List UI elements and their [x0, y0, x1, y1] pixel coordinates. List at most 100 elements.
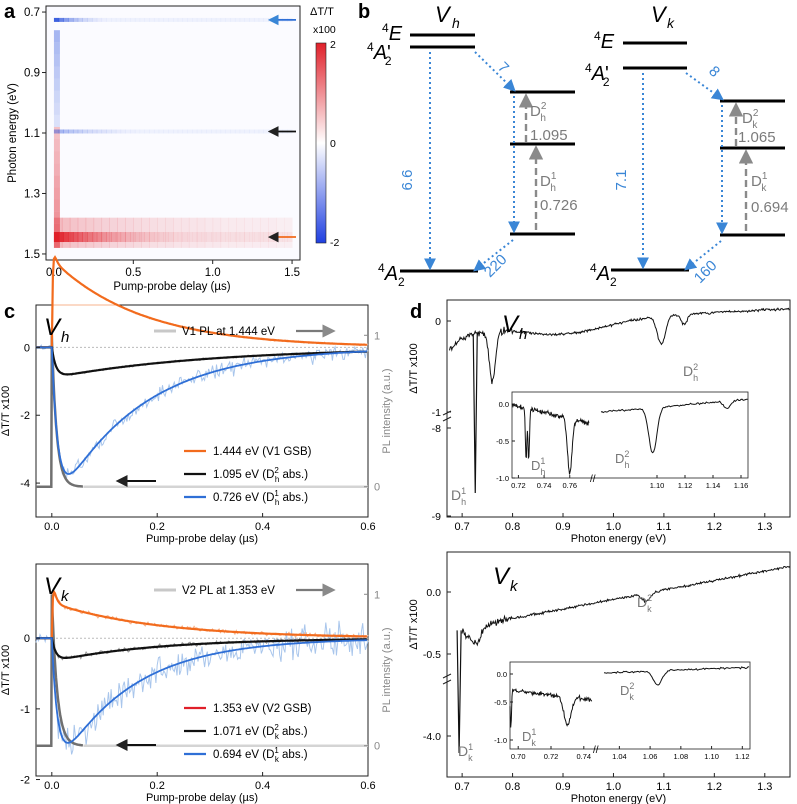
heatmap-edge-cell [53, 139, 60, 152]
heatmap-edge-cell [53, 90, 60, 103]
plot-title: V [44, 573, 62, 600]
heatmap-band-cell [173, 129, 179, 134]
heatmap-red-region [236, 217, 245, 248]
heatmap-red-region [157, 217, 166, 248]
series-raw-0 [35, 590, 369, 640]
legend-label-2: 0.726 eV (D1 h abs.) [213, 489, 308, 507]
heatmap-frame [45, 5, 301, 261]
vk-title-sub: k [667, 15, 675, 31]
heatmap-band-cell [182, 232, 188, 243]
heatmap-red-region [117, 217, 126, 248]
heatmap-red-region [125, 217, 134, 248]
heatmap-red-region [149, 217, 158, 248]
heatmap-band-cell [249, 17, 255, 22]
heatmap-xtick-label: 1.0 [205, 267, 221, 279]
heatmap-band-cell [206, 232, 212, 243]
heatmap-band-cell [234, 129, 241, 134]
vk-label-4A2p: 4A'2 [585, 61, 610, 89]
heatmap-band-cell [263, 232, 269, 243]
y2tick-label: 0 [374, 482, 380, 494]
heatmap-red-region [53, 217, 63, 248]
inset-peak-label: D2 k [620, 681, 634, 702]
heatmap-band-cell [196, 232, 203, 243]
heatmap-edge-cell [53, 211, 60, 224]
heatmap-red-region [101, 217, 110, 248]
heatmap-red-region [204, 217, 214, 248]
heatmap-band-cell [72, 129, 79, 134]
axis-break [442, 416, 452, 422]
heatmap-band-cell [111, 129, 117, 134]
heatmap-band-cell [173, 17, 179, 22]
inset-xtick-label: 1.14 [706, 481, 721, 490]
heatmap-band-cell [196, 17, 203, 22]
panel-d-vh: 0.7 0.8 0.9 1.0 1.1 1.2 1.3 0 -1 -8 -9 Photon energ… [408, 299, 791, 545]
heatmap-band-cell [158, 232, 164, 243]
xtick-label: 0.4 [255, 521, 270, 533]
axis-break [442, 679, 452, 685]
xtick-label: 1.0 [606, 521, 621, 533]
heatmap-band-cell [115, 129, 122, 134]
heatmap-band-cell [253, 129, 260, 134]
xtick-label: 0.6 [360, 780, 375, 792]
inset-xtick-label: 1.04 [612, 752, 627, 761]
heatmap-red-region [173, 217, 182, 248]
heatmap-edge-cell [53, 54, 60, 67]
heatmap-band-cell [115, 232, 122, 243]
series-fit-2 [36, 637, 367, 744]
heatmap-band-cell [92, 17, 98, 22]
ytick-label: -4.0 [423, 731, 441, 743]
heatmap-band-cell [53, 17, 60, 22]
vh-label-4E: 4E [382, 21, 403, 45]
heatmap-band-cell [58, 17, 64, 22]
heatmap-band-cell [239, 17, 245, 22]
heatmap-band-cell [92, 232, 98, 243]
heatmap-band-cell [72, 232, 79, 243]
heatmap-xlabel: Pump-probe delay (µs) [113, 281, 230, 293]
heatmap-band-cell [239, 232, 245, 243]
heatmap-band-cell [206, 129, 212, 134]
heatmap-band-cell [82, 129, 88, 134]
heatmap-band-cell [168, 232, 174, 243]
heatmap-band-cell [206, 17, 212, 22]
y2label: PL intensity (a.u.) [381, 627, 393, 712]
inset-xtick-label: 0.74 [576, 752, 591, 761]
vk-d2-label: D2 k [742, 108, 759, 131]
heatmap-band-cell [87, 129, 93, 134]
inset-xtick-label: 1.06 [643, 752, 658, 761]
ytick-label: 0 [435, 316, 441, 328]
vh-d1-label: D1 h [540, 171, 557, 194]
vk-d1-energy: 0.694 [751, 199, 789, 216]
heatmap-edge-cell [53, 199, 60, 212]
heatmap-band-cell [87, 17, 93, 22]
heatmap-band-cell [249, 232, 255, 243]
legend-label-0: 1.444 eV (V1 GSB) [213, 446, 312, 458]
heatmap-band-cell [234, 232, 241, 243]
colorbar-title: ΔT/T [310, 6, 334, 18]
peak-label: D2 h [683, 362, 698, 383]
heatmap-band-cell [215, 232, 222, 243]
heatmap-band-cell [244, 17, 250, 22]
heatmap-red-region [284, 217, 293, 248]
heatmap-band-cell [72, 17, 79, 22]
inset-xtick-label: 1.12 [678, 481, 693, 490]
legend-label-2: 0.694 eV (D1 k abs.) [213, 746, 308, 764]
y2tick-label: 1 [374, 330, 380, 342]
vh-title: V [435, 2, 452, 27]
heatmap-band-cell [101, 232, 107, 243]
xlabel: Photon energy (eV) [571, 533, 666, 545]
heatmap-edge-cell [53, 187, 60, 200]
heatmap-red-region [165, 217, 174, 248]
xlabel: Pump-probe delay (µs) [146, 533, 258, 545]
heatmap-red-region [276, 217, 285, 248]
plot-frame [35, 304, 369, 518]
inset-trace-left [509, 688, 593, 728]
heatmap-band-cell [82, 17, 88, 22]
inset-frame [511, 391, 749, 479]
heatmap-band-cell [263, 17, 269, 22]
xtick-label: 1.2 [707, 521, 722, 533]
colorbar-tick-max: 2 [330, 39, 336, 51]
heatmap-band-cell [230, 129, 236, 134]
heatmap-ytick-label: 1.3 [24, 188, 40, 200]
heatmap-band-cell [158, 17, 164, 22]
inset-ytick-label: -1.0 [494, 736, 507, 745]
